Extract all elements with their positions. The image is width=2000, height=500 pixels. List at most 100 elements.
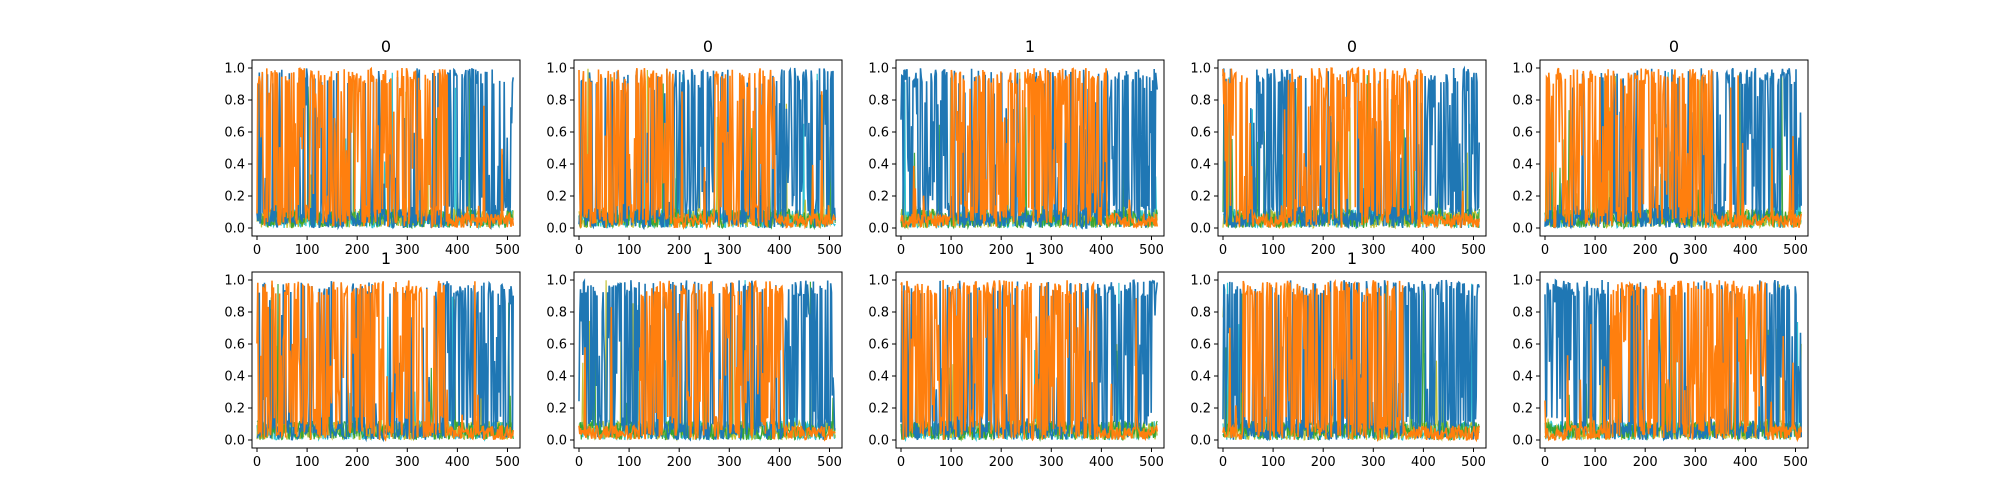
y-tick-label: 0.4 xyxy=(1190,158,1211,173)
y-tick-label: 0.0 xyxy=(224,222,245,237)
x-tick-label: 400 xyxy=(445,455,470,470)
x-tick-label: 500 xyxy=(1783,243,1808,258)
subplot-5: 0 0 100 200 300 400 500 0.0 0.2 0.4 0.6 0.8 1.0 xyxy=(1512,37,1809,258)
y-tick-label: 0.8 xyxy=(546,94,567,109)
x-tick-label: 500 xyxy=(1783,455,1808,470)
x-tick-label: 300 xyxy=(1683,243,1708,258)
y-tick-label: 0.2 xyxy=(1512,402,1533,417)
y-tick-label: 1.0 xyxy=(1512,62,1533,77)
x-tick-label: 300 xyxy=(395,455,420,470)
subplot-7: 1 0 100 200 300 400 500 0.0 0.2 0.4 0.6 0.8 1.0 xyxy=(546,249,843,470)
series-line-1 xyxy=(1222,65,1480,230)
x-tick-label: 200 xyxy=(1311,455,1336,470)
x-tick-label: 500 xyxy=(817,455,842,470)
y-tick-label: 0.0 xyxy=(1512,222,1533,237)
y-tick-label: 0.8 xyxy=(224,94,245,109)
series-line-2 xyxy=(578,279,836,442)
x-tick-label: 200 xyxy=(345,455,370,470)
series-line-5 xyxy=(256,283,514,441)
x-tick-label: 300 xyxy=(1361,455,1386,470)
y-tick-label: 0.2 xyxy=(1190,190,1211,205)
plot-area xyxy=(1544,67,1802,230)
x-tick-label: 500 xyxy=(495,455,520,470)
x-tick-label: 400 xyxy=(1411,455,1436,470)
subplot-3: 1 0 100 200 300 400 500 0.0 0.2 0.4 0.6 0.8 1.0 xyxy=(868,37,1165,258)
x-tick-label: 400 xyxy=(1089,455,1114,470)
y-tick-label: 0.2 xyxy=(224,190,245,205)
y-tick-label: 0.2 xyxy=(224,402,245,417)
y-tick-label: 0.4 xyxy=(546,158,567,173)
x-tick-label: 100 xyxy=(1583,455,1608,470)
x-tick-label: 300 xyxy=(395,243,420,258)
y-tick-label: 0.4 xyxy=(868,370,889,385)
subplot-title: 0 xyxy=(1669,249,1679,268)
series-line-2 xyxy=(900,280,1158,442)
y-tick-label: 0.2 xyxy=(1512,190,1533,205)
x-tick-label: 500 xyxy=(495,243,520,258)
axes-frame xyxy=(1217,271,1487,449)
x-tick-label: 0 xyxy=(1541,455,1549,470)
y-tick-label: 0.0 xyxy=(546,434,567,449)
plot-area xyxy=(578,278,836,442)
plot-area xyxy=(900,279,1158,443)
series-line-2 xyxy=(1544,280,1802,443)
subplot-title: 0 xyxy=(1669,37,1679,56)
series-line-2 xyxy=(1222,279,1480,443)
x-tick-label: 100 xyxy=(939,455,964,470)
y-tick-label: 0.4 xyxy=(868,158,889,173)
x-tick-label: 100 xyxy=(1583,243,1608,258)
y-tick-label: 0.4 xyxy=(1190,370,1211,385)
x-tick-label: 0 xyxy=(1219,243,1227,258)
y-tick-label: 0.0 xyxy=(1190,434,1211,449)
series-line-2 xyxy=(256,280,514,442)
subplot-title: 1 xyxy=(1347,249,1357,268)
x-tick-label: 400 xyxy=(1733,243,1758,258)
x-tick-label: 0 xyxy=(575,243,583,258)
series-line-2 xyxy=(1544,67,1802,230)
subplot-title: 1 xyxy=(703,249,713,268)
x-tick-label: 500 xyxy=(1139,455,1164,470)
y-tick-label: 0.6 xyxy=(1512,338,1533,353)
y-tick-label: 1.0 xyxy=(224,62,245,77)
x-tick-label: 100 xyxy=(295,243,320,258)
y-tick-label: 0.8 xyxy=(1512,306,1533,321)
y-tick-label: 0.2 xyxy=(546,402,567,417)
y-tick-label: 0.6 xyxy=(868,126,889,141)
plot-area xyxy=(256,280,514,443)
y-tick-label: 0.4 xyxy=(1512,158,1533,173)
y-tick-label: 0.8 xyxy=(1190,94,1211,109)
y-tick-label: 1.0 xyxy=(1512,274,1533,289)
x-tick-label: 0 xyxy=(1219,455,1227,470)
y-tick-label: 0.8 xyxy=(224,306,245,321)
axes-frame xyxy=(1539,271,1809,449)
y-tick-label: 0.6 xyxy=(1190,126,1211,141)
x-tick-label: 100 xyxy=(617,455,642,470)
x-tick-label: 200 xyxy=(345,243,370,258)
axes-frame xyxy=(573,59,843,237)
x-tick-label: 100 xyxy=(939,243,964,258)
x-tick-label: 200 xyxy=(1633,455,1658,470)
y-tick-label: 1.0 xyxy=(546,274,567,289)
y-tick-label: 0.6 xyxy=(546,126,567,141)
series-line-2 xyxy=(578,68,836,231)
x-tick-label: 500 xyxy=(817,243,842,258)
y-tick-label: 0.2 xyxy=(868,402,889,417)
subplot-2: 0 0 100 200 300 400 500 0.0 0.2 0.4 0.6 0.8 1.0 xyxy=(546,37,843,258)
series-line-1 xyxy=(900,68,1158,230)
y-tick-label: 1.0 xyxy=(224,274,245,289)
y-tick-label: 0.6 xyxy=(1190,338,1211,353)
x-tick-label: 400 xyxy=(767,455,792,470)
y-tick-label: 0.8 xyxy=(546,306,567,321)
y-tick-label: 0.0 xyxy=(546,222,567,237)
x-tick-label: 400 xyxy=(1089,243,1114,258)
x-tick-label: 100 xyxy=(617,243,642,258)
y-tick-label: 1.0 xyxy=(868,274,889,289)
x-tick-label: 0 xyxy=(253,243,261,258)
subplot-title: 1 xyxy=(1025,37,1035,56)
x-tick-label: 0 xyxy=(253,455,261,470)
x-tick-label: 400 xyxy=(767,243,792,258)
y-tick-label: 1.0 xyxy=(868,62,889,77)
y-tick-label: 0.0 xyxy=(868,434,889,449)
